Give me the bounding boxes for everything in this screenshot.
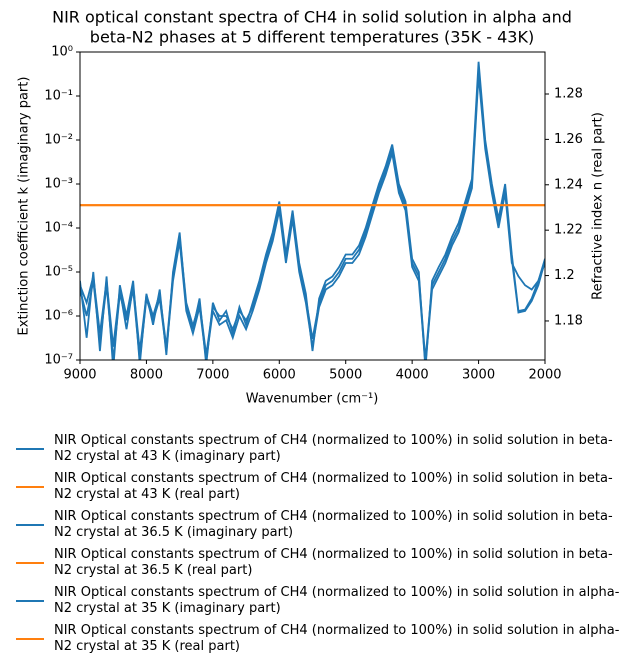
legend-entry: NIR Optical constants spectrum of CH4 (n…	[16, 585, 624, 617]
y2-tick-label: 1.2	[554, 268, 575, 283]
plot-frame	[79, 51, 546, 361]
legend-swatch	[16, 448, 44, 450]
y-tick-label: 10⁻⁴	[44, 221, 73, 236]
legend-entry: NIR Optical constants spectrum of CH4 (n…	[16, 623, 624, 655]
y-tick-label: 10⁻³	[44, 177, 73, 192]
x-axis-label: Wavenumber (cm⁻¹)	[246, 392, 379, 407]
legend-entry: NIR Optical constants spectrum of CH4 (n…	[16, 471, 624, 503]
series-line	[80, 74, 545, 360]
y2-tick-label: 1.28	[554, 86, 583, 101]
chart-title: beta-N2 phases at 5 different temperatur…	[90, 28, 534, 47]
legend-label: NIR Optical constants spectrum of CH4 (n…	[54, 433, 613, 464]
y2-tick-label: 1.24	[554, 177, 583, 192]
legend-swatch	[16, 562, 44, 564]
y-axis-label: Extinction coefficient k (imaginary part…	[17, 77, 32, 336]
series-line	[80, 61, 545, 360]
x-tick-label: 2000	[528, 368, 561, 383]
legend-entry: NIR Optical constants spectrum of CH4 (n…	[16, 547, 624, 579]
legend-label: NIR Optical constants spectrum of CH4 (n…	[54, 585, 620, 616]
y-tick-label: 10⁻⁶	[44, 309, 73, 324]
y-tick-label: 10⁻⁵	[44, 265, 73, 280]
y-tick-label: 10⁻⁷	[44, 353, 73, 368]
x-tick-label: 3000	[462, 368, 495, 383]
y2-axis-label: Refractive index n (real part)	[591, 112, 606, 300]
chart: NIR optical constant spectra of CH4 in s…	[17, 8, 606, 407]
legend-swatch	[16, 600, 44, 602]
series-line	[80, 69, 545, 360]
y2-tick-label: 1.18	[554, 313, 583, 328]
legend-label: NIR Optical constants spectrum of CH4 (n…	[54, 471, 613, 502]
y2-tick-label: 1.22	[554, 223, 583, 238]
x-tick-label: 7000	[196, 368, 229, 383]
legend-swatch	[16, 524, 44, 526]
x-tick-label: 8000	[130, 368, 163, 383]
legend-swatch	[16, 638, 44, 640]
x-tick-label: 5000	[329, 368, 362, 383]
legend-swatch	[16, 486, 44, 488]
y-tick-label: 10⁻¹	[44, 89, 73, 104]
legend-label: NIR Optical constants spectrum of CH4 (n…	[54, 509, 613, 540]
legend-entry: NIR Optical constants spectrum of CH4 (n…	[16, 433, 624, 465]
x-tick-label: 4000	[396, 368, 429, 383]
y-tick-label: 10⁰	[51, 45, 73, 60]
legend-label: NIR Optical constants spectrum of CH4 (n…	[54, 547, 613, 578]
x-tick-label: 6000	[263, 368, 296, 383]
y2-tick-label: 1.26	[554, 132, 583, 147]
legend-entry: NIR Optical constants spectrum of CH4 (n…	[16, 509, 624, 541]
legend-label: NIR Optical constants spectrum of CH4 (n…	[54, 623, 620, 654]
y-tick-label: 10⁻²	[44, 133, 73, 148]
x-tick-label: 9000	[63, 368, 96, 383]
chart-title: NIR optical constant spectra of CH4 in s…	[52, 8, 572, 27]
